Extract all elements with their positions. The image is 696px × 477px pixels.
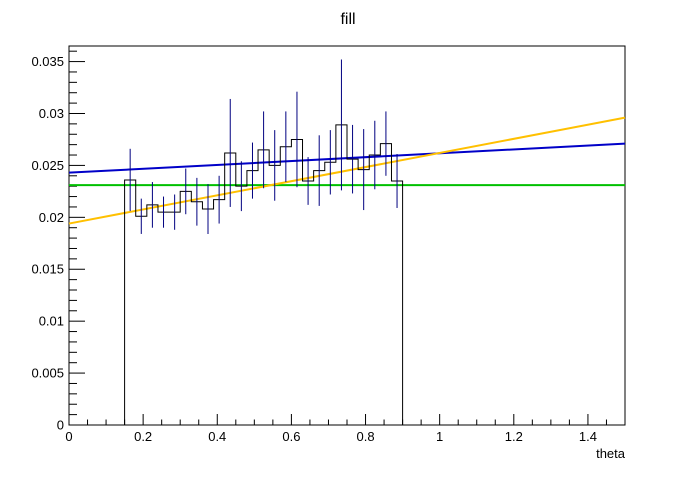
x-tick-label: 1.2 — [505, 429, 523, 444]
y-tick-label: 0.025 — [31, 158, 64, 173]
x-tick-label: 0 — [65, 429, 72, 444]
x-tick-label: 1.4 — [579, 429, 597, 444]
y-tick-label: 0.01 — [39, 314, 64, 329]
x-tick-label: 0.8 — [356, 429, 374, 444]
y-tick-label: 0.03 — [39, 106, 64, 121]
y-tick-label: 0.02 — [39, 210, 64, 225]
error-bars — [129, 59, 398, 234]
y-tick-label: 0 — [57, 418, 64, 433]
histogram — [124, 124, 404, 425]
x-axis: 0 0.2 0.4 0.6 0.8 1 1.2 1.4 — [65, 414, 626, 444]
x-axis-title: theta — [596, 446, 626, 461]
chart-title: fill — [340, 11, 355, 28]
x-tick-label: 1 — [436, 429, 443, 444]
y-tick-label: 0.015 — [31, 262, 64, 277]
fit-line — [68, 116, 626, 225]
y-tick-label: 0.035 — [31, 54, 64, 69]
x-tick-label: 0.2 — [134, 429, 152, 444]
y-tick-label: 0.005 — [31, 366, 64, 381]
y-axis: 0 0.005 0.01 0.015 0.02 0.025 0.03 0.035 — [31, 50, 85, 433]
x-tick-label: 0.4 — [208, 429, 226, 444]
x-tick-label: 0.6 — [282, 429, 300, 444]
plot-frame — [68, 45, 626, 426]
histogram-outline — [124, 124, 404, 425]
